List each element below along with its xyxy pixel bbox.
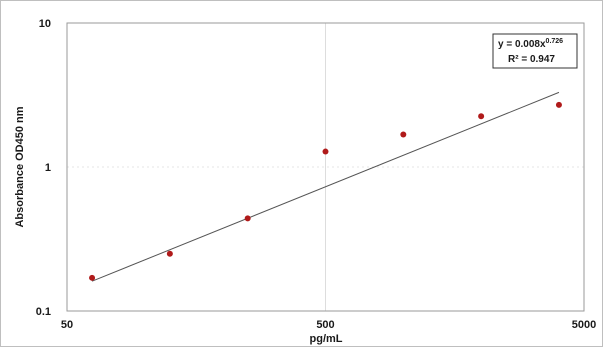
y-tick-label: 10 [39,18,51,30]
x-axis-title: pg/mL [310,333,343,345]
data-point [89,274,96,281]
data-points [89,101,562,281]
trendline [91,91,560,282]
data-point [478,113,485,120]
plot-border [66,22,585,312]
equation-prefix: y = 0.008x [498,39,546,50]
axis-ticks: 50 500 5000 0.1 1 10 [36,18,597,331]
data-point [400,131,407,138]
r-squared-text: R² = 0.947 [508,54,555,65]
grid-lines [67,23,584,311]
data-point [555,101,562,108]
equation-exponent: 0.726 [546,38,564,45]
data-point [322,148,329,155]
equation-text: y = 0.008x0.726 [498,38,563,50]
equation-box: y = 0.008x0.726 R² = 0.947 [492,33,578,69]
x-tick-label: 5000 [572,319,596,331]
data-point [166,250,173,257]
y-tick-label: 0.1 [36,306,51,318]
data-point [244,215,251,222]
y-tick-label: 1 [45,162,51,174]
x-tick-label: 500 [316,319,334,331]
x-tick-label: 50 [61,319,73,331]
y-axis-title: Absorbance OD450 nm [14,106,26,227]
